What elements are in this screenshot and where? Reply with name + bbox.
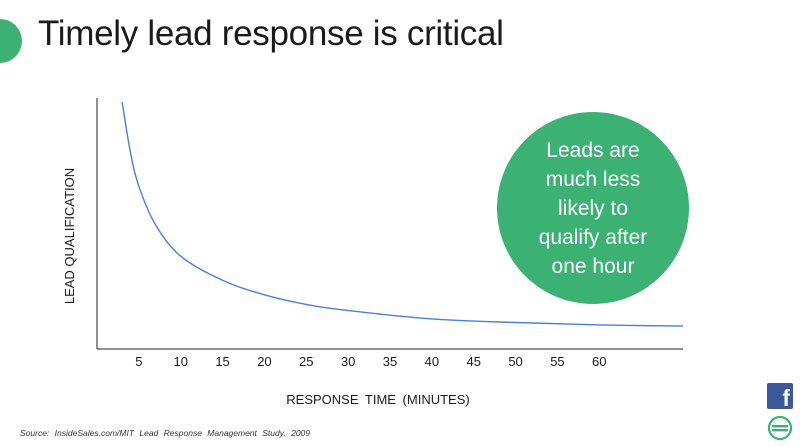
x-tick-label: 40 bbox=[425, 354, 439, 369]
x-tick-label: 50 bbox=[508, 354, 522, 369]
x-tick-label: 45 bbox=[466, 354, 480, 369]
x-tick-labels: 5 10 15 20 25 30 35 40 45 50 55 60 bbox=[135, 354, 606, 369]
callout-text: Leads are much less likely to qualify af… bbox=[538, 138, 648, 278]
x-tick-label: 10 bbox=[173, 354, 187, 369]
chart-axes bbox=[96, 98, 683, 350]
x-tick-label: 20 bbox=[257, 354, 271, 369]
brand-logo-icon bbox=[767, 415, 793, 441]
slide-title: Timely lead response is critical bbox=[38, 14, 504, 53]
source-citation: Source: InsideSales.com/MIT Lead Respons… bbox=[20, 428, 310, 438]
callout-circle: Leads are much less likely to qualify af… bbox=[497, 112, 689, 304]
decay-curve bbox=[121, 101, 684, 327]
facebook-icon[interactable]: f bbox=[767, 383, 793, 409]
x-tick-label: 5 bbox=[135, 354, 142, 369]
x-tick-label: 30 bbox=[341, 354, 355, 369]
y-axis-label: LEAD QUALIFICATION bbox=[62, 168, 77, 304]
title-accent-dot bbox=[0, 19, 22, 63]
x-tick-label: 55 bbox=[550, 354, 564, 369]
x-tick-label: 15 bbox=[215, 354, 229, 369]
chart-series bbox=[121, 101, 684, 327]
x-tick-label: 35 bbox=[383, 354, 397, 369]
x-tick-label: 60 bbox=[592, 354, 606, 369]
x-tick-label: 25 bbox=[299, 354, 313, 369]
x-axis-label: RESPONSE TIME (MINUTES) bbox=[286, 392, 469, 407]
